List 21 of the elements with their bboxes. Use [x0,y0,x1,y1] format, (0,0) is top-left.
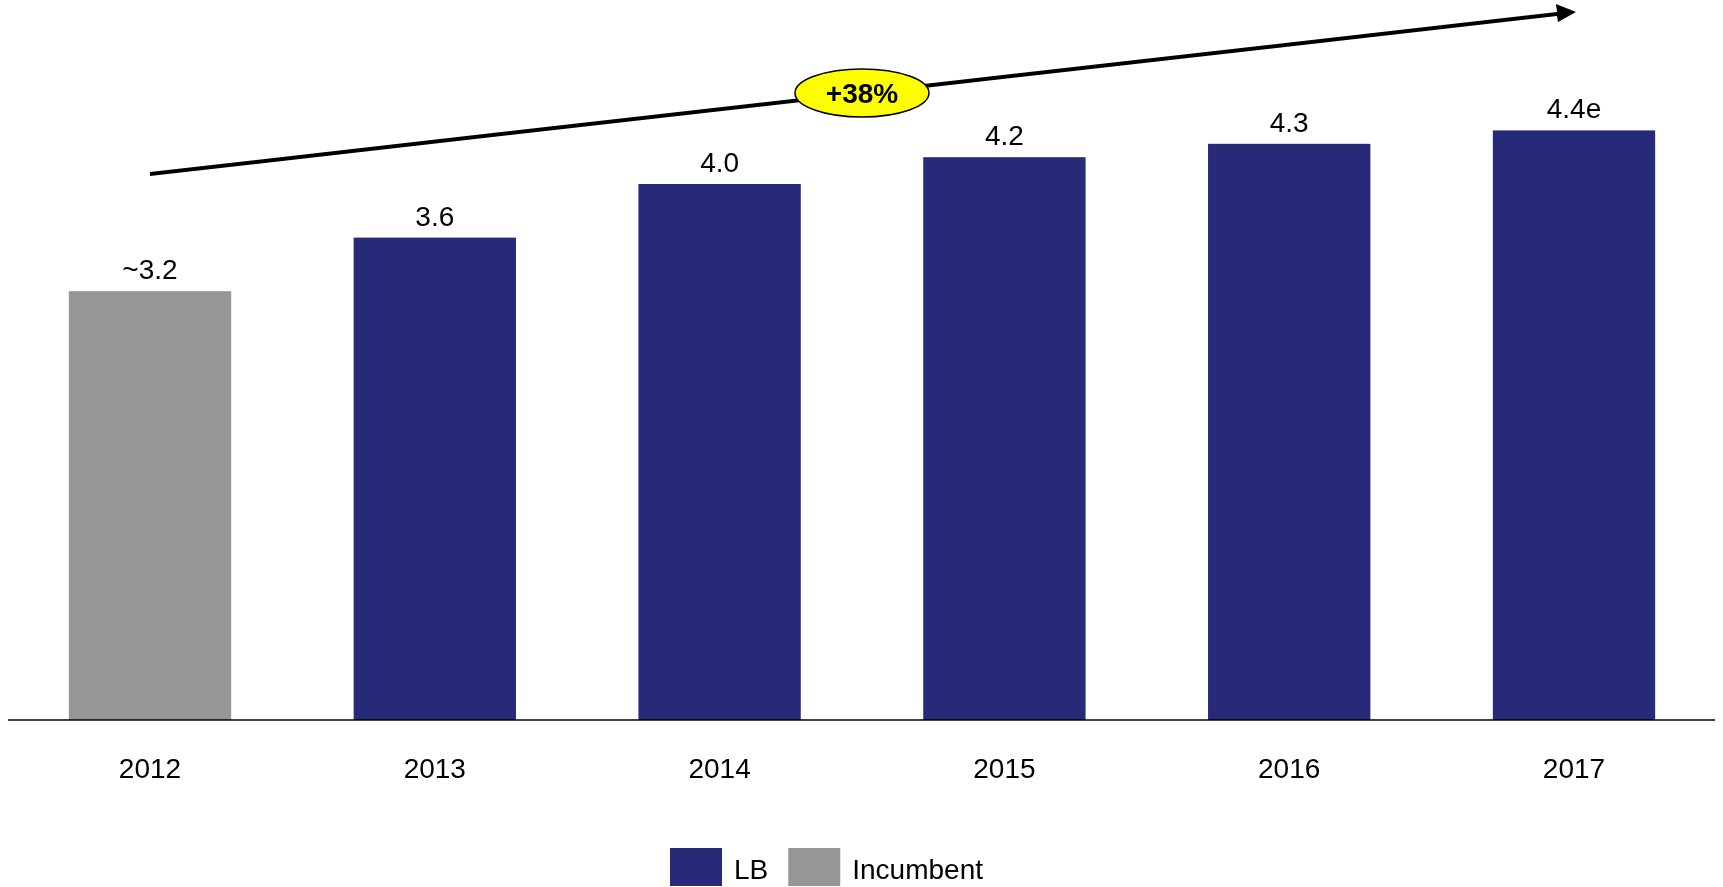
x-tick-label: 2013 [403,753,466,784]
data-label: 3.6 [415,200,455,232]
x-tick-label: 2016 [1258,753,1321,784]
text: +38% [825,78,899,109]
bar [923,157,1086,720]
data-label: 4.0 [700,147,740,178]
x-tick-label: 2014 [688,753,751,784]
data-label: 4.3 [1269,106,1309,138]
x-tick-label: 2017 [1542,753,1606,784]
x-tick-label: 2015 [973,753,1036,784]
bar [638,184,801,720]
data-label: 4.2 [984,120,1024,152]
x-tick-label: 2012 [118,753,182,784]
bar [1492,130,1656,720]
legend-label: LB [734,854,769,885]
data-label: ~3.2 [122,254,178,286]
data-label: 4.4e [1546,93,1602,125]
bar [353,237,516,720]
bar [1208,143,1371,720]
legend-label: Incumbent [852,854,984,885]
bar [68,291,232,720]
